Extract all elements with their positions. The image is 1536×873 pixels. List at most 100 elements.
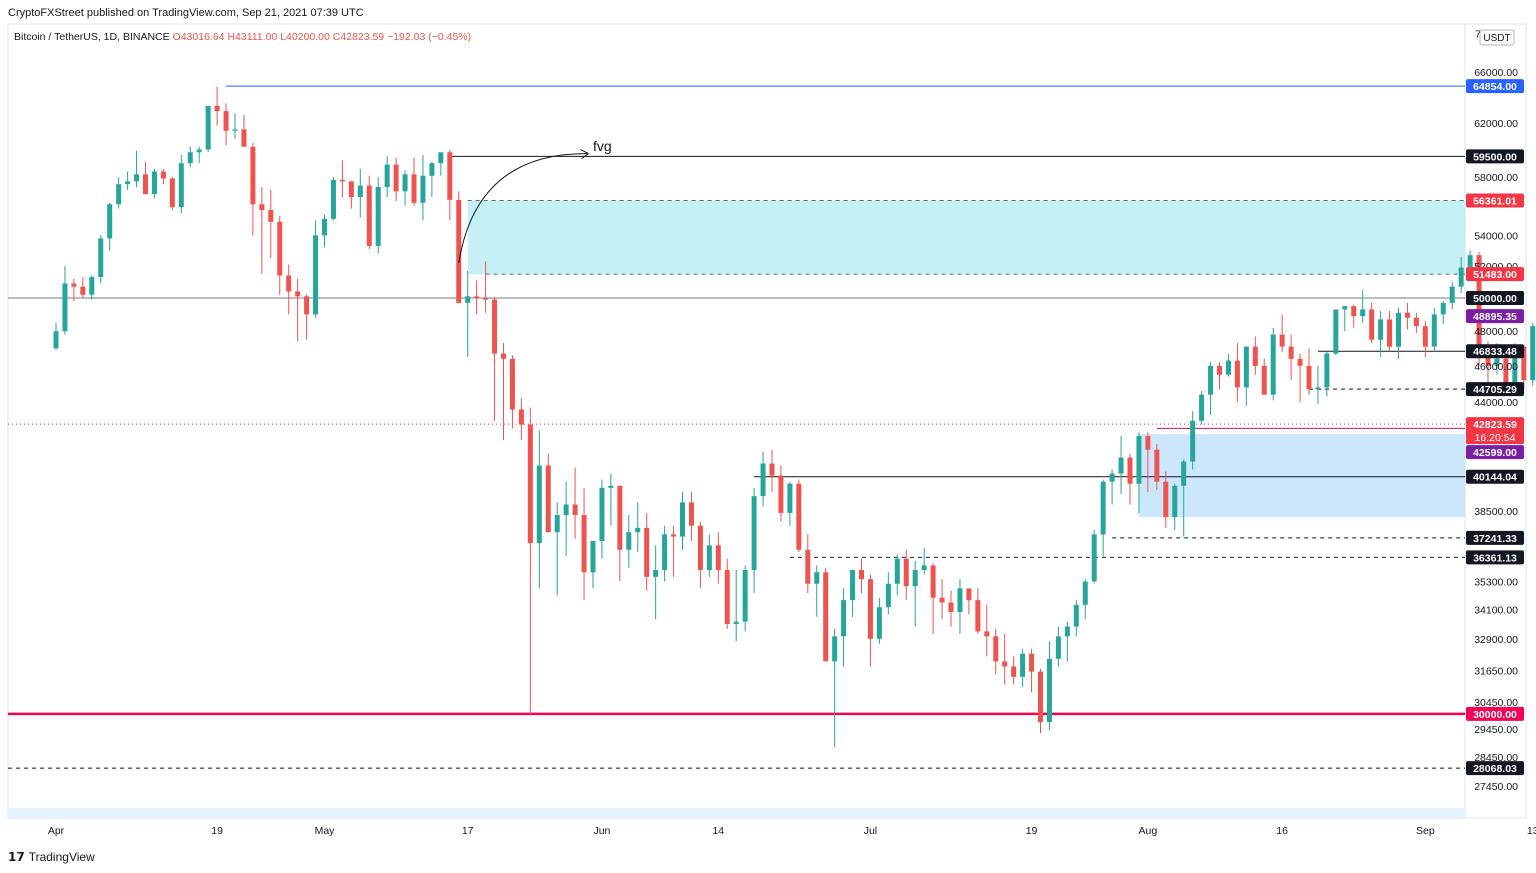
- candle-body: [1387, 319, 1393, 347]
- candle-body: [518, 409, 524, 425]
- candle-body: [885, 583, 891, 608]
- y-tick-label: 30450.00: [1474, 697, 1518, 709]
- candle-body: [1449, 286, 1455, 303]
- candle-body: [322, 218, 327, 236]
- candle-body: [1521, 346, 1527, 381]
- y-tick-label: 44000.00: [1474, 397, 1518, 409]
- candle-body: [653, 569, 659, 577]
- ohlc-low: L40200.00: [280, 31, 330, 43]
- candle-body: [80, 286, 86, 295]
- candle-body: [223, 111, 229, 131]
- candle-body: [724, 569, 730, 625]
- candle-body: [1172, 485, 1178, 518]
- candle-body: [1225, 360, 1231, 375]
- tradingview-logo-icon: 𝟭𝟳: [8, 850, 25, 864]
- price-badge-36361.13-text: 36361.13: [1473, 552, 1517, 564]
- candle-body: [1315, 387, 1321, 390]
- x-tick-label: May: [315, 825, 336, 837]
- y-tick-label: 38500.00: [1474, 506, 1518, 518]
- candle-body: [1020, 653, 1026, 677]
- candle-body: [474, 296, 480, 298]
- candle-body: [1369, 309, 1375, 340]
- candle-body: [1342, 306, 1348, 310]
- candle-body: [912, 569, 918, 587]
- candle-body: [259, 204, 265, 211]
- price-badge-44705.29-text: 44705.29: [1473, 384, 1517, 396]
- candle-body: [1431, 314, 1437, 347]
- candle-body: [89, 277, 95, 295]
- candle-body: [841, 600, 847, 637]
- y-tick-label: 62000.00: [1474, 118, 1518, 130]
- candle-body: [608, 485, 614, 488]
- candle-body: [492, 299, 498, 354]
- price-badge-56361.01: [1466, 193, 1524, 208]
- symbol-title[interactable]: Bitcoin / TetherUS, 1D, BINANCE: [14, 31, 170, 43]
- price-badge-56361.01-text: 56361.01: [1473, 195, 1517, 207]
- candle-body: [706, 545, 712, 570]
- chart-frame: [7, 23, 1527, 819]
- last-price-badge: [1466, 417, 1524, 445]
- candle-body: [966, 588, 972, 601]
- candle-body: [501, 353, 506, 359]
- candle-body: [1145, 436, 1151, 450]
- candle-body: [671, 534, 677, 537]
- candle-body: [313, 235, 319, 315]
- y-tick-label: 29450.00: [1474, 724, 1518, 736]
- candle-body: [339, 179, 345, 182]
- candle-body: [939, 597, 945, 603]
- candle-body: [357, 185, 363, 198]
- candle-body: [1181, 461, 1187, 486]
- candle-body: [805, 549, 811, 584]
- candle-body: [1512, 346, 1518, 386]
- x-tick-label: Sep: [1416, 825, 1435, 837]
- annotation-fvg: fvg: [593, 138, 612, 154]
- x-tick-label: Apr: [48, 825, 65, 837]
- candle-body: [1011, 666, 1017, 677]
- currency-label: USDT: [1483, 33, 1510, 44]
- candle-body: [1404, 312, 1410, 318]
- price-badge-30000.00: [1466, 706, 1524, 721]
- candle-body: [1530, 326, 1536, 381]
- x-tick-label: 16: [1276, 825, 1288, 837]
- candle-body: [823, 572, 829, 662]
- candle-body: [796, 483, 802, 550]
- x-tick-label: Jul: [864, 825, 877, 837]
- price-badge-46833.48-text: 46833.48: [1473, 346, 1517, 358]
- candle-body: [169, 178, 175, 208]
- footer-brand[interactable]: 𝟭𝟳 TradingView: [8, 850, 95, 864]
- x-tick-label: 19: [1026, 825, 1038, 837]
- fvg-arrowhead: [580, 149, 589, 160]
- candle-body: [134, 174, 140, 182]
- candle-body: [635, 527, 641, 533]
- y-tick-label: 28450.00: [1474, 752, 1518, 764]
- demand-zone: [1138, 434, 1465, 518]
- y-tick-label: 31650.00: [1474, 665, 1518, 677]
- candle-body: [1118, 457, 1124, 474]
- candle-body: [715, 545, 721, 570]
- candle-body: [1297, 358, 1303, 366]
- candle-body: [1082, 581, 1088, 605]
- candle-body: [178, 163, 184, 208]
- candle-body: [1163, 481, 1169, 518]
- ohlc-change: −192.03 (−0.45%): [387, 31, 472, 43]
- candle-body: [1234, 360, 1240, 388]
- y-tick-label: 66000.00: [1474, 67, 1518, 79]
- candle-body: [644, 527, 650, 577]
- candle-body: [71, 283, 77, 287]
- candle-body: [1261, 365, 1267, 395]
- candle-body: [205, 105, 211, 150]
- candle-body: [53, 331, 59, 349]
- candle-body: [778, 475, 784, 513]
- candle-body: [867, 579, 873, 639]
- x-tick-label: 17: [462, 825, 474, 837]
- candle-body: [116, 184, 122, 205]
- price-badge-37241.33: [1466, 530, 1524, 545]
- price-badge-46833.48: [1466, 344, 1524, 359]
- price-badge-51483.00: [1466, 267, 1524, 282]
- y-tick-label: 46000.00: [1474, 361, 1518, 373]
- candle-body: [330, 179, 336, 219]
- candle-body: [366, 185, 372, 246]
- price-badge-48895.35-text: 48895.35: [1473, 311, 1517, 323]
- candle-body: [1208, 365, 1214, 395]
